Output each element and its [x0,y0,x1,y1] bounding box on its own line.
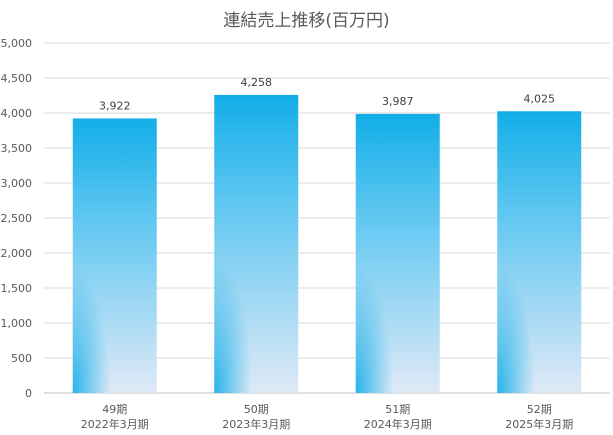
data-labels: 3,922 4,258 3,987 4,025 [99,76,555,113]
bar-shading [72,118,157,394]
category-fiscal-year-label: 2023年3月期 [222,417,290,431]
y-tick-label: 500 [11,352,32,365]
bars [72,94,582,394]
category-fiscal-year-label: 2024年3月期 [364,417,432,431]
y-tick-label: 3,000 [1,177,33,190]
data-label: 4,258 [241,76,273,89]
y-tick-label: 4,500 [1,72,33,85]
category-fiscal-year-label: 2022年3月期 [81,417,149,431]
y-tick-label: 2,000 [1,247,33,260]
bar-shading [214,94,299,393]
category-fiscal-year-label: 2025年3月期 [505,417,573,431]
y-tick-label: 4,000 [1,107,33,120]
y-tick-label: 5,000 [1,37,33,50]
category-period-label: 51期 [385,403,410,416]
y-tick-label: 1,500 [1,282,33,295]
y-tick-label: 3,500 [1,142,33,155]
category-period-label: 49期 [102,403,127,416]
y-tick-label: 0 [25,387,32,400]
data-label: 3,987 [382,95,414,108]
data-label: 4,025 [524,92,556,105]
data-label: 3,922 [99,99,131,112]
bar-shading [497,111,582,393]
chart-title: 連結売上推移(百万円) [223,11,390,31]
category-period-label: 50期 [244,403,269,416]
y-axis-ticks: 0 500 1,000 1,500 2,000 2,500 3,000 3,500 4,000 4… [1,37,33,400]
bar-shading [355,113,440,393]
category-period-label: 52期 [527,403,552,416]
y-tick-label: 1,000 [1,317,33,330]
y-tick-label: 2,500 [1,212,33,225]
